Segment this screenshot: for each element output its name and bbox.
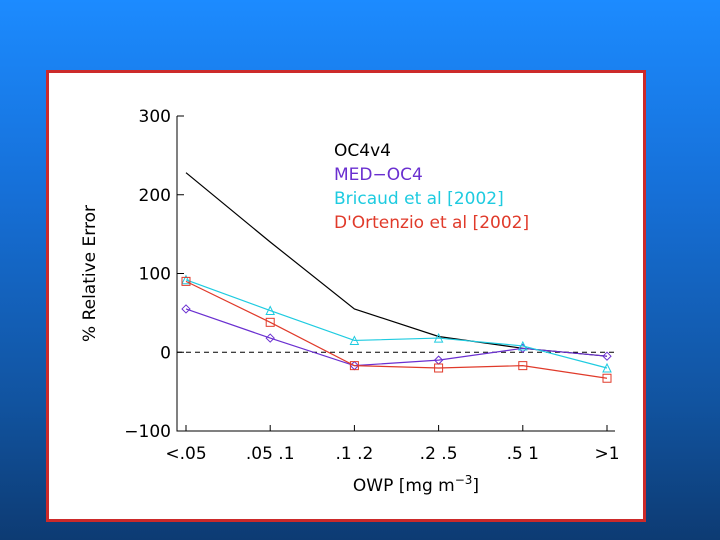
x-axis-label-superscript: −3 [455,473,473,487]
series-2 [181,274,612,373]
square-marker [518,361,528,371]
legend-entry: D'Ortenzio et al [2002] [334,213,529,233]
square-marker [181,276,191,286]
y-tick-label: 100 [139,265,171,285]
series-line [185,280,608,379]
x-tick-label: <.05 [165,444,206,464]
square-marker [602,373,612,383]
series-line [185,279,608,369]
square-marker [349,361,359,371]
triangle-marker [602,362,612,373]
x-tick-label: .05 .1 [246,444,295,464]
y-tick-label: 0 [160,343,171,363]
legend-entry: OC4v4 [334,141,391,161]
series-3 [181,276,612,383]
diamond-marker [265,333,275,343]
y-axis-label: % Relative Error [80,205,100,342]
triangle-marker [433,332,444,343]
square-marker [265,317,275,327]
x-axis-label: OWP [mg m−3] [353,473,479,496]
legend-entry: MED−OC4 [334,165,423,185]
diamond-marker [181,304,191,314]
legend-entry: Bricaud et al [2002] [334,189,504,209]
y-tick-label: 200 [139,186,171,206]
square-marker [434,363,444,373]
relative-error-chart: −100 0 100 200 300 <.05 .05 .1 .1 .2 .2 .5 .5 1 >1… [80,107,620,496]
y-tick-label: −100 [124,422,171,442]
triangle-marker [517,340,528,351]
x-tick-label: .5 1 [507,444,539,464]
triangle-marker [349,335,360,345]
series-1 [181,304,612,371]
x-tick-label: >1 [594,444,619,464]
axis-frame [176,116,615,432]
x-tick-label: .1 .2 [335,444,373,464]
triangle-marker [181,274,191,285]
diamond-marker [602,351,612,361]
triangle-marker [265,305,276,316]
slide-panel: −100 0 100 200 300 <.05 .05 .1 .1 .2 .2 .5 .5 1 >1… [46,70,646,522]
y-tick-label: 300 [139,107,171,127]
x-axis-label-text: OWP [mg m [353,476,455,496]
series-line [185,308,608,367]
x-axis-label-close: ] [472,476,479,496]
x-tick-label: .2 .5 [420,444,458,464]
